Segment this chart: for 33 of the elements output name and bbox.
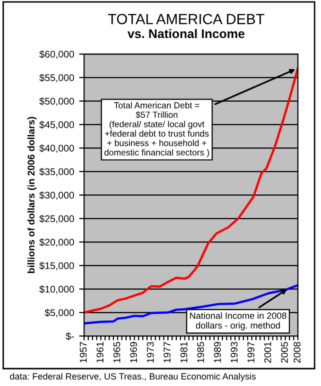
x-tick-label: 1961 [96,342,104,362]
y-tick-label: $- [66,332,74,340]
y-tick-label: $15,000 [39,262,74,270]
text: data: Federal Reserve, US Treas., Bureau Economic Analysis [10,372,256,382]
y-tick-label: $10,000 [39,285,74,294]
x-tick-label: 2008 [294,342,300,363]
y-axis-title: billions of dollars (in 2006 dollars) [27,116,36,273]
x-tick-label: 1981 [180,342,188,362]
x-tick-label: 1993 [230,342,238,362]
y-tick-label: $20,000 [39,238,74,247]
x-tick-label: 1965 [113,342,120,362]
y-tick-label: $35,000 [39,168,74,176]
x-tick-label: 2005 [281,342,288,363]
x-tick-label: 1989 [214,342,221,362]
y-tick-label: $50,000 [39,97,74,106]
y-tick-label: $30,000 [39,191,74,200]
y-tick-label: $60,000 [39,50,74,59]
x-tick-label: 1957 [80,342,87,362]
y-tick-label: $55,000 [39,74,74,82]
x-tick-label: 1969 [130,342,138,362]
y-tick-label: $40,000 [39,144,74,153]
y-tick-label: $45,000 [39,120,74,130]
annotation: National Income in 2008 dollars - orig. method [190,312,286,330]
x-tick-label: 1977 [164,342,171,362]
annotation: Total American Debt = $57 Trillion (federal/ state/ local govt +federal debt to trust funds + business + household + domestic financial sectors ) [104,102,210,158]
x-tick-label: 1985 [197,342,204,362]
x-tick-label: 2001 [264,342,272,363]
y-tick-label: $25,000 [39,214,74,224]
chart-title: TOTAL AMERICA DEBT [108,14,264,24]
chart-subtitle: vs. National Income [128,28,244,38]
x-tick-label: 1973 [146,342,154,362]
y-tick-label: $5,000 [44,308,74,318]
x-tick-label: 1997 [248,342,254,362]
